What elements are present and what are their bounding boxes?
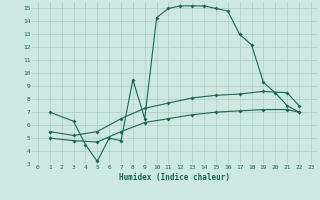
X-axis label: Humidex (Indice chaleur): Humidex (Indice chaleur) [119, 173, 230, 182]
